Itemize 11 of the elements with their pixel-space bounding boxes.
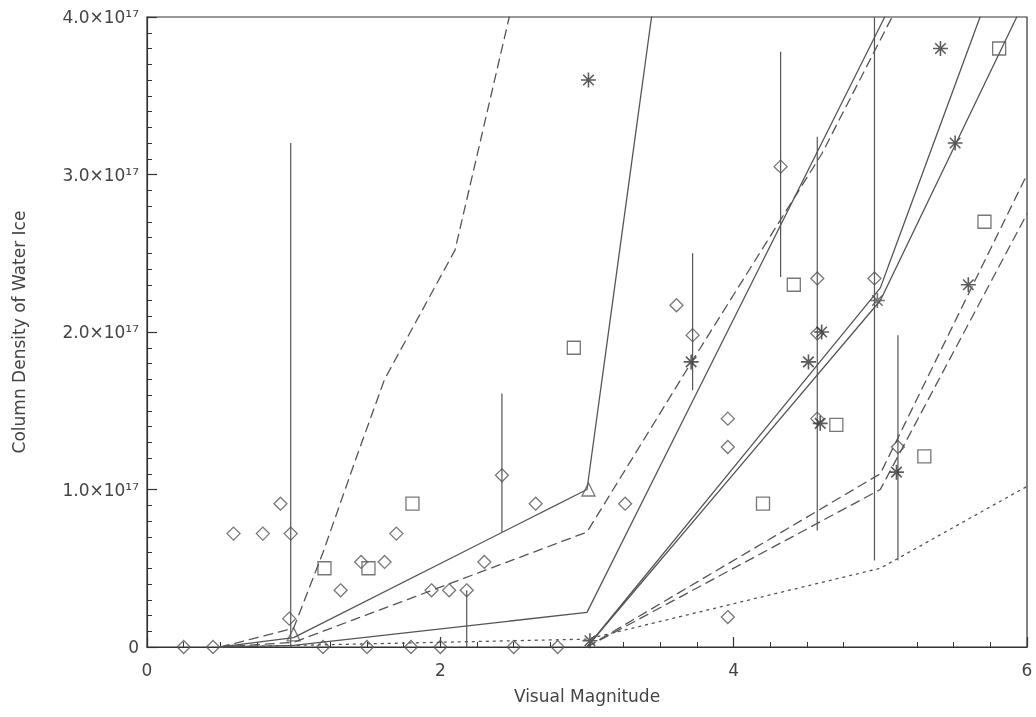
y-tick-label: 0 [128,637,139,657]
x-axis-title: Visual Magnitude [513,685,661,706]
y-tick-label: 3.0×10¹⁷ [62,164,140,185]
y-tick-label: 4.0×10¹⁷ [62,7,140,27]
x-tick-label: 2 [434,659,446,680]
y-tick-label: 2.0×10¹⁷ [62,322,140,342]
x-tick-label: 4 [728,659,740,680]
y-tick-label: 1.0×10¹⁷ [62,479,140,500]
y-axis-title: Column Density of Water Ice [8,210,29,454]
x-tick-label: 6 [1021,659,1033,680]
x-tick-label: 0 [141,659,153,680]
